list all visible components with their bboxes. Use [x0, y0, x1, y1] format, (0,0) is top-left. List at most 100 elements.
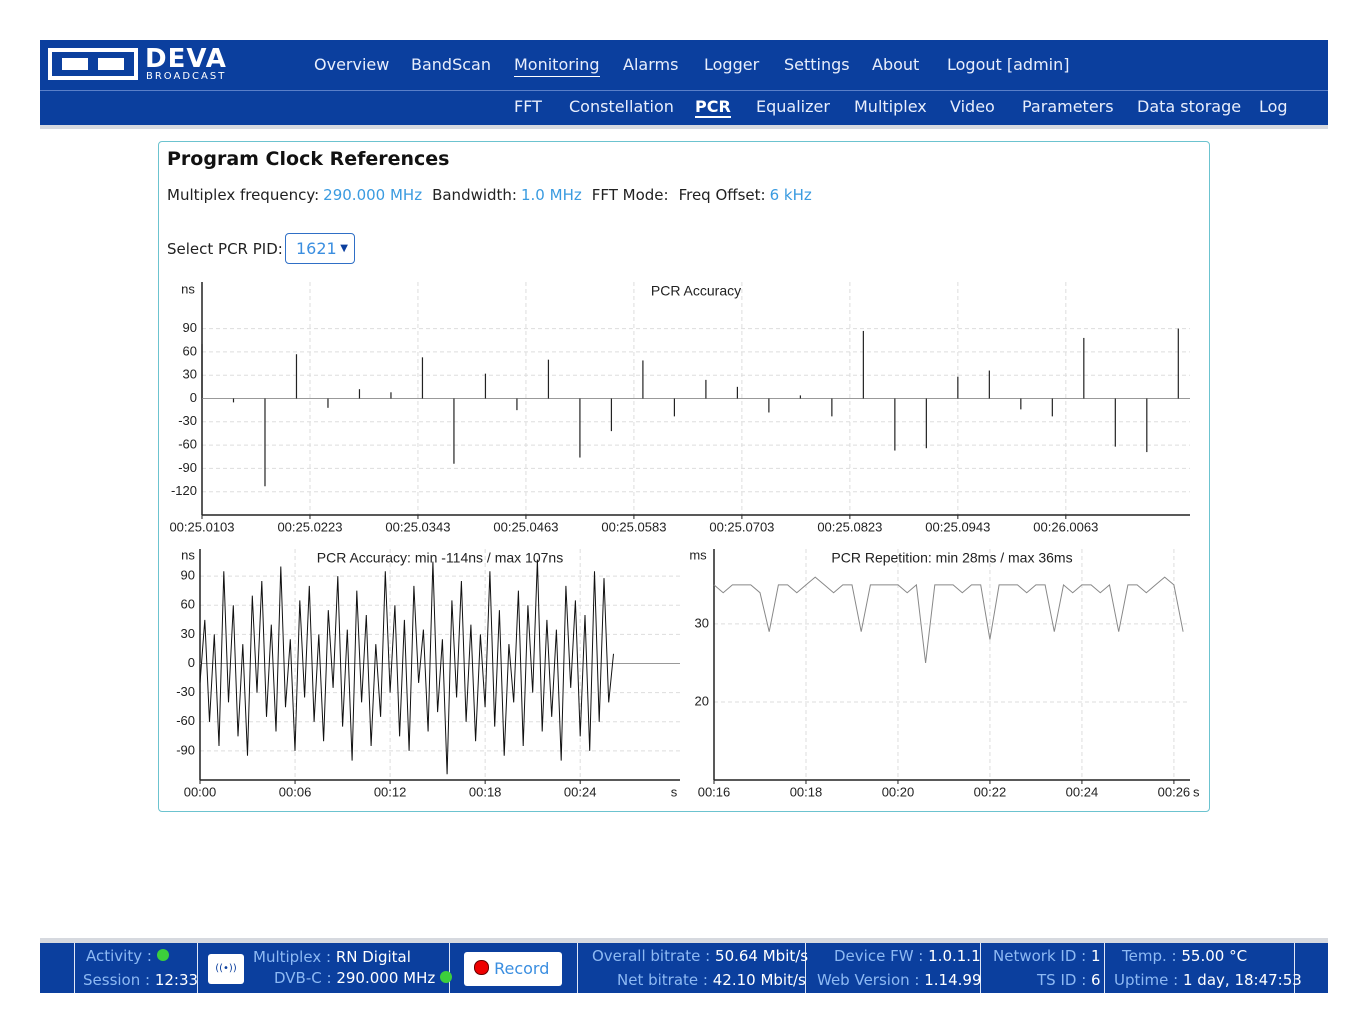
y-tick-label: 60 — [181, 597, 195, 612]
network: 1 — [1090, 947, 1101, 965]
subnav-item[interactable]: PCR — [695, 97, 731, 118]
x-tick-label: 00:22 — [974, 784, 1007, 799]
info-item: Bandwidth: 1.0 MHz — [432, 186, 582, 204]
x-tick-label: 00:06 — [279, 784, 312, 799]
chart-title: PCR Accuracy — [651, 283, 741, 299]
y-tick-label: 30 — [695, 615, 709, 630]
y-tick-label: -30 — [178, 413, 197, 428]
y-tick-label: 30 — [183, 367, 197, 382]
nav-item[interactable]: Logger — [704, 55, 760, 74]
x-axis-unit: s — [1193, 784, 1200, 799]
activity-label: Activity : — [86, 947, 152, 965]
chart-title: PCR Repetition: min 28ms / max 36ms — [831, 550, 1072, 566]
dvbc: 290.000 MHz — [336, 969, 436, 987]
session-label: Session : — [83, 971, 151, 989]
nav-item[interactable]: Alarms — [623, 55, 679, 74]
panel-title: Program Clock References — [167, 148, 450, 170]
x-tick-label: 00:25.0103 — [169, 519, 234, 534]
line — [199, 559, 614, 775]
pid-value: 1621 — [296, 239, 337, 258]
info-label: FFT Mode: — [591, 186, 669, 204]
line — [713, 576, 1184, 663]
x-tick-label: 00:25.0343 — [385, 519, 450, 534]
x-tick-label: 00:18 — [469, 784, 502, 799]
fw-label: Device FW : — [834, 947, 924, 965]
bar-shadow — [40, 125, 1328, 129]
x-tick-label: 00:18 — [790, 784, 823, 799]
x-axis-unit: s — [671, 784, 678, 799]
x-tick-label: 00:25.0463 — [493, 519, 558, 534]
y-axis-unit: ns — [181, 281, 195, 296]
x-tick-label: 00:25.0943 — [925, 519, 990, 534]
x-tick-label: 00:26.0063 — [1033, 519, 1098, 534]
logo-mark — [48, 48, 138, 80]
sub-bar — [40, 90, 1328, 125]
info-item: FFT Mode: — [592, 186, 669, 204]
y-axis-unit: ns — [181, 547, 195, 562]
nav-item[interactable]: BandScan — [411, 55, 491, 74]
uptime-label: Uptime : — [1114, 971, 1179, 989]
nav-item[interactable]: Overview — [314, 55, 390, 74]
x-tick-label: 00:26 — [1158, 784, 1191, 799]
fw: 1.0.1.1 — [928, 947, 981, 965]
brand-sub: BROADCAST — [146, 71, 227, 82]
x-tick-label: 00:25.0703 — [709, 519, 774, 534]
x-tick-label: 00:12 — [374, 784, 407, 799]
info-label: Freq Offset: — [678, 186, 766, 204]
info-value: 290.000 MHz — [323, 186, 423, 204]
nav-item[interactable]: About — [872, 55, 920, 74]
network-label: Network ID : — [993, 947, 1087, 965]
y-tick-label: 0 — [188, 655, 195, 670]
info-label: Multiplex frequency: — [167, 186, 320, 204]
subnav-item[interactable]: Data storage — [1137, 97, 1242, 116]
overall: 50.64 Mbit/s — [715, 947, 809, 965]
web: 1.14.99 — [924, 971, 982, 989]
y-axis-unit: ms — [689, 547, 707, 562]
footer-shadow — [40, 938, 1328, 943]
net: 42.10 Mbit/s — [712, 971, 806, 989]
brand: DEVA — [145, 44, 227, 74]
nav-item[interactable]: Logout [admin] — [947, 55, 1070, 74]
nav-item[interactable]: Monitoring — [514, 55, 600, 77]
uptime: 1 day, 18:47:53 — [1183, 971, 1302, 989]
info-label: Bandwidth: — [432, 186, 517, 204]
subnav-item[interactable]: Equalizer — [756, 97, 830, 116]
subnav-item[interactable]: FFT — [514, 97, 542, 116]
panel — [158, 141, 1210, 812]
multiplex-label: Multiplex : — [253, 948, 332, 966]
temp-label: Temp. : — [1122, 947, 1177, 965]
multiplex-button[interactable]: ((•)) — [208, 954, 244, 984]
y-tick-label: -120 — [171, 483, 197, 498]
y-tick-label: 90 — [181, 568, 195, 583]
y-tick-label: 90 — [183, 320, 197, 335]
y-tick-label: -90 — [178, 460, 197, 475]
ts-label: TS ID : — [1037, 971, 1087, 989]
y-tick-label: 20 — [695, 693, 709, 708]
subnav-item[interactable]: Constellation — [569, 97, 674, 116]
info-value: 1.0 MHz — [521, 186, 582, 204]
overall-label: Overall bitrate : — [592, 947, 711, 965]
y-tick-label: 60 — [183, 343, 197, 358]
net-label: Net bitrate : — [617, 971, 708, 989]
footer — [40, 943, 1328, 993]
x-tick-label: 00:25.0823 — [817, 519, 882, 534]
subnav-item[interactable]: Log — [1259, 97, 1288, 116]
subnav-item[interactable]: Parameters — [1022, 97, 1114, 116]
x-tick-label: 00:24 — [1066, 784, 1099, 799]
y-tick-label: 0 — [190, 390, 197, 405]
subnav-item[interactable]: Video — [950, 97, 995, 116]
x-tick-label: 00:16 — [698, 784, 731, 799]
ts: 6 — [1091, 971, 1101, 989]
info-line: Multiplex frequency: 290.000 MHz Bandwidth… — [167, 186, 822, 204]
x-tick-label: 00:20 — [882, 784, 915, 799]
x-tick-label: 00:24 — [564, 784, 597, 799]
pid-select[interactable]: 1621 ▼ — [285, 233, 355, 264]
record-button[interactable]: Record — [464, 952, 562, 986]
multiplex: RN Digital — [335, 948, 411, 966]
subnav-item[interactable]: Multiplex — [854, 97, 927, 116]
nav-item[interactable]: Settings — [784, 55, 850, 74]
dvbc-label: DVB-C : — [274, 969, 332, 987]
record-label: Record — [494, 959, 550, 978]
y-tick-label: -90 — [176, 742, 195, 757]
